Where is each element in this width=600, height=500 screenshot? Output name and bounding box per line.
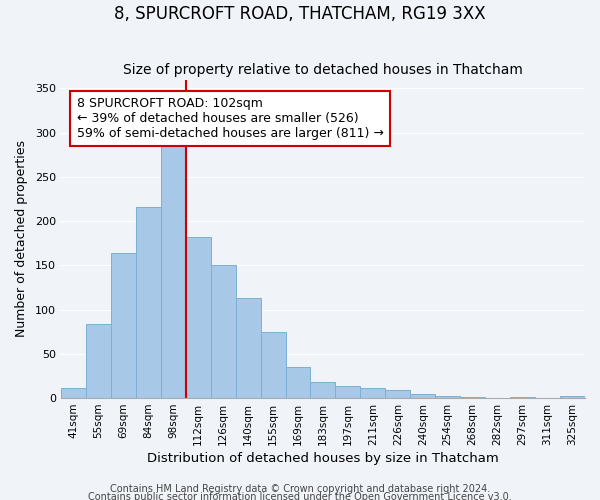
Bar <box>236 298 260 398</box>
Bar <box>286 367 310 398</box>
Bar <box>211 266 236 398</box>
Bar <box>410 394 435 398</box>
Text: 8 SPURCROFT ROAD: 102sqm
← 39% of detached houses are smaller (526)
59% of semi-: 8 SPURCROFT ROAD: 102sqm ← 39% of detach… <box>77 97 383 140</box>
Bar <box>510 397 535 398</box>
Bar <box>136 207 161 398</box>
Bar <box>460 397 485 398</box>
Bar <box>310 382 335 398</box>
Text: 8, SPURCROFT ROAD, THATCHAM, RG19 3XX: 8, SPURCROFT ROAD, THATCHAM, RG19 3XX <box>114 5 486 23</box>
Bar <box>260 332 286 398</box>
Text: Contains public sector information licensed under the Open Government Licence v3: Contains public sector information licen… <box>88 492 512 500</box>
Bar <box>86 324 111 398</box>
Bar <box>560 396 585 398</box>
Bar <box>111 253 136 398</box>
Bar <box>335 386 361 398</box>
Title: Size of property relative to detached houses in Thatcham: Size of property relative to detached ho… <box>123 63 523 77</box>
Bar <box>186 237 211 398</box>
Bar <box>161 144 186 398</box>
Text: Contains HM Land Registry data © Crown copyright and database right 2024.: Contains HM Land Registry data © Crown c… <box>110 484 490 494</box>
Y-axis label: Number of detached properties: Number of detached properties <box>15 140 28 338</box>
X-axis label: Distribution of detached houses by size in Thatcham: Distribution of detached houses by size … <box>147 452 499 465</box>
Bar <box>61 388 86 398</box>
Bar <box>361 388 385 398</box>
Bar <box>435 396 460 398</box>
Bar <box>385 390 410 398</box>
